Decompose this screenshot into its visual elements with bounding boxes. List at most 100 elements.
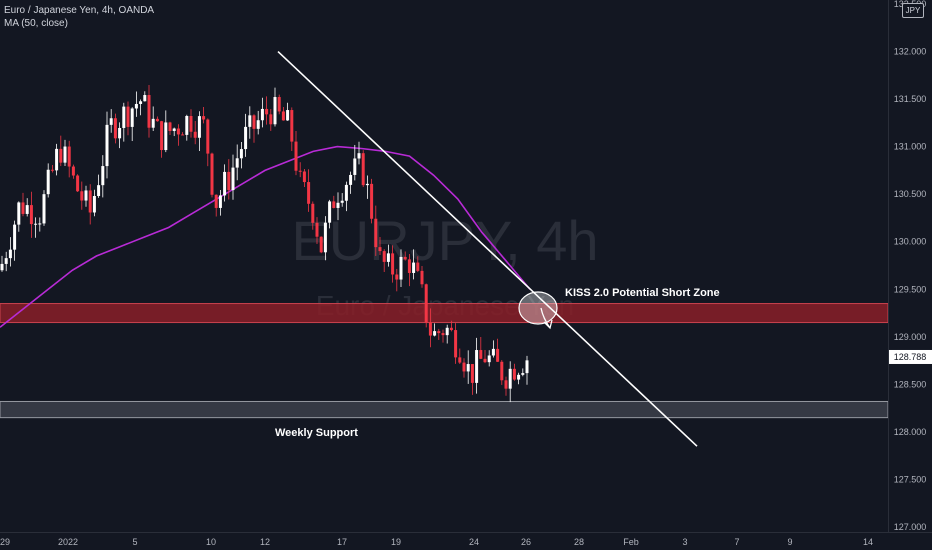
candle-body (63, 146, 67, 163)
candle-body (286, 110, 290, 121)
candle-body (504, 380, 508, 389)
time-tick-label: 14 (863, 537, 873, 547)
candle-body (428, 322, 432, 336)
candle-body (126, 106, 130, 127)
candle-body (122, 106, 126, 128)
candle-body (134, 103, 138, 109)
candle-body (508, 368, 512, 389)
candle-body (487, 355, 491, 363)
time-tick-label: 10 (206, 537, 216, 547)
candle-body (433, 331, 437, 336)
candle-body (46, 169, 50, 195)
candle-body (479, 350, 483, 359)
candle-body (235, 158, 239, 168)
candle-body (76, 175, 80, 192)
candle-body (151, 118, 155, 128)
candle-body (525, 360, 529, 374)
time-tick-label: 12 (260, 537, 270, 547)
candle-body (420, 270, 424, 285)
candle-body (59, 148, 63, 163)
candle-body (336, 202, 340, 208)
candle-body (298, 170, 302, 172)
candle-body (67, 146, 71, 167)
candle-body (181, 134, 185, 136)
last-price-tag: 128.788 (889, 349, 932, 364)
symbol-title[interactable]: Euro / Japanese Yen, 4h, OANDA (4, 5, 155, 16)
candle-body (101, 166, 105, 186)
candle-body (382, 251, 386, 262)
candle-body (38, 223, 42, 225)
price-tick-label: 129.000 (894, 332, 927, 342)
time-tick-label: 24 (469, 537, 479, 547)
price-tick-label: 131.500 (894, 94, 927, 104)
candle-body (248, 115, 252, 127)
candle-body (168, 122, 172, 131)
time-tick-label: 29 (0, 537, 10, 547)
time-tick-label: 7 (734, 537, 739, 547)
candle-body (407, 259, 411, 273)
candle-body (311, 203, 315, 223)
candle-body (88, 190, 92, 213)
candle-body (252, 115, 256, 129)
candle-body (4, 258, 8, 264)
time-tick-label: 19 (391, 537, 401, 547)
candle-body (500, 361, 504, 381)
candle-body (470, 364, 474, 383)
price-tick-label: 132.000 (894, 47, 927, 57)
down-arrow-icon (540, 307, 553, 330)
support-zone-label: Weekly Support (275, 427, 358, 439)
candle-body (315, 222, 319, 237)
candle-body (332, 201, 336, 208)
watermark-symbol: EURJPY, 4h (291, 209, 598, 272)
moving-average-line (0, 145, 531, 328)
candle-body (109, 118, 113, 125)
candle-body (223, 171, 227, 196)
candle-body (185, 116, 189, 135)
candle-body (328, 201, 332, 223)
candle-body (281, 111, 285, 121)
time-tick-label: 17 (337, 537, 347, 547)
candle-body (441, 333, 445, 336)
candle-body (50, 169, 54, 171)
candle-body (210, 153, 214, 195)
last-price-value: 128.788 (894, 352, 927, 362)
candle-body (130, 108, 134, 127)
price-axis[interactable]: 127.000 127.500 128.000 128.500 129.000 129.5… (894, 0, 927, 532)
resistance-zone (0, 303, 889, 324)
candle-body (294, 141, 298, 171)
candle-body (521, 373, 525, 375)
candle-body (21, 202, 25, 214)
candle-body (483, 358, 487, 363)
time-axis[interactable]: 29 2022 5 10 12 17 19 24 26 28 Feb 3 7 9 14 (0, 537, 873, 547)
candle-body (0, 263, 4, 271)
candle-body (193, 131, 197, 138)
candle-body (118, 127, 122, 139)
candle-body (365, 183, 369, 186)
candle-body (155, 118, 159, 122)
candle-body (445, 327, 449, 336)
candle-body (412, 262, 416, 273)
currency-badge[interactable]: JPY (902, 3, 924, 18)
candle-body (25, 205, 29, 214)
candle-body (491, 348, 495, 356)
price-tick-label: 131.000 (894, 142, 927, 152)
candle-body (399, 256, 403, 280)
candle-body (269, 114, 273, 125)
candle-body (466, 364, 470, 372)
candle-body (17, 202, 21, 225)
price-tick-label: 128.500 (894, 379, 927, 389)
indicator-label[interactable]: MA (50, close) (4, 18, 68, 29)
candle-body (277, 97, 281, 112)
candle-body (42, 194, 46, 224)
candle-body (231, 167, 235, 191)
price-tick-label: 129.500 (894, 284, 927, 294)
descending-trendline[interactable] (277, 50, 698, 447)
candle-body (139, 101, 143, 104)
time-tick-label: 2022 (58, 537, 78, 547)
candle-body (13, 224, 17, 250)
candle-body (8, 249, 12, 259)
resistance-zone-label: KISS 2.0 Potential Short Zone (565, 287, 720, 299)
candle-body (260, 108, 264, 121)
candle-body (202, 116, 206, 120)
